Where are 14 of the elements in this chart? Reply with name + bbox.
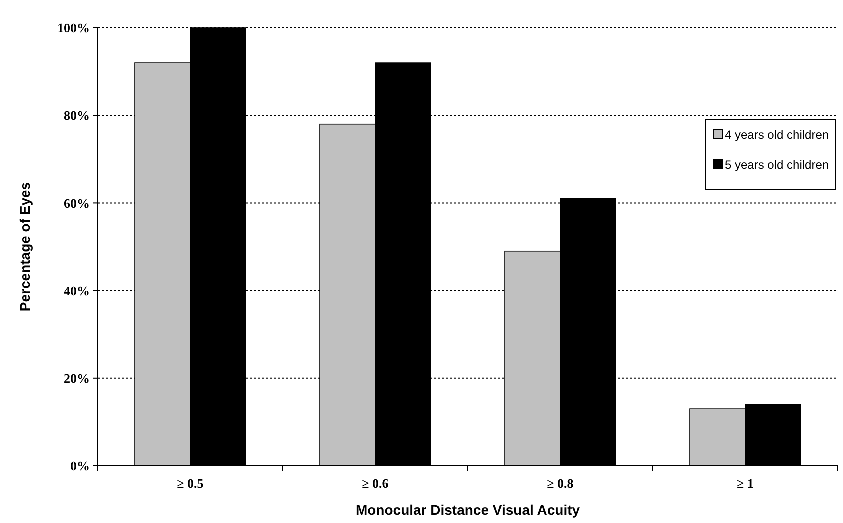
x-axis-title: Monocular Distance Visual Acuity (356, 502, 580, 518)
y-tick-label: 80% (64, 108, 90, 124)
legend-label: 4 years old children (725, 128, 830, 142)
y-tick-label: 40% (64, 283, 90, 298)
y-tick-label: 100% (58, 20, 90, 36)
y-axis-title: Percentage of Eyes (17, 182, 33, 312)
legend-label: 5 years old children (725, 158, 830, 172)
x-tick-label: ≥ 0.8 (547, 476, 574, 491)
y-tick-label: 20% (64, 370, 90, 386)
x-tick-label: ≥ 0.5 (177, 476, 204, 491)
y-tick-label: 0% (70, 458, 90, 474)
y-tick-label: 60% (64, 196, 90, 211)
x-tick-label: ≥ 1 (737, 476, 754, 491)
x-tick-label: ≥ 0.6 (362, 476, 390, 491)
